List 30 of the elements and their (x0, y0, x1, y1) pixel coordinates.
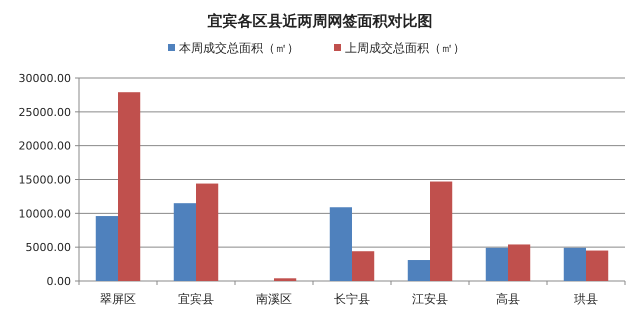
y-tick-label: 5000.00 (26, 241, 71, 254)
x-tick-label: 宜宾县 (178, 292, 214, 306)
bar (96, 216, 118, 281)
bar (274, 278, 296, 281)
bar (430, 182, 452, 281)
y-tick-label: 25000.00 (18, 106, 71, 119)
x-tick-label: 江安县 (412, 292, 448, 306)
y-tick-label: 30000.00 (18, 72, 71, 85)
x-tick-label: 翠屏区 (100, 292, 136, 306)
legend-label: 本周成交总面积（㎡） (179, 41, 299, 55)
legend-label: 上周成交总面积（㎡） (345, 41, 465, 55)
bar (196, 184, 218, 281)
bar (118, 92, 140, 281)
bar (352, 251, 374, 281)
y-tick-label: 10000.00 (18, 207, 71, 220)
chart-title: 宜宾各区县近两周网签面积对比图 (208, 12, 432, 30)
bar (174, 203, 196, 281)
bar (408, 260, 430, 281)
x-tick-label: 珙县 (574, 292, 598, 306)
y-tick-label: 20000.00 (18, 140, 71, 153)
y-tick-label: 15000.00 (18, 174, 71, 186)
bar (486, 248, 508, 281)
x-tick-label: 长宁县 (334, 292, 370, 306)
x-tick-label: 高县 (496, 292, 520, 306)
bar (330, 207, 352, 281)
bar (508, 244, 530, 281)
bar (586, 250, 608, 281)
y-tick-label: 0.00 (46, 275, 71, 288)
x-tick-label: 南溪区 (256, 292, 292, 306)
bar (564, 248, 586, 281)
